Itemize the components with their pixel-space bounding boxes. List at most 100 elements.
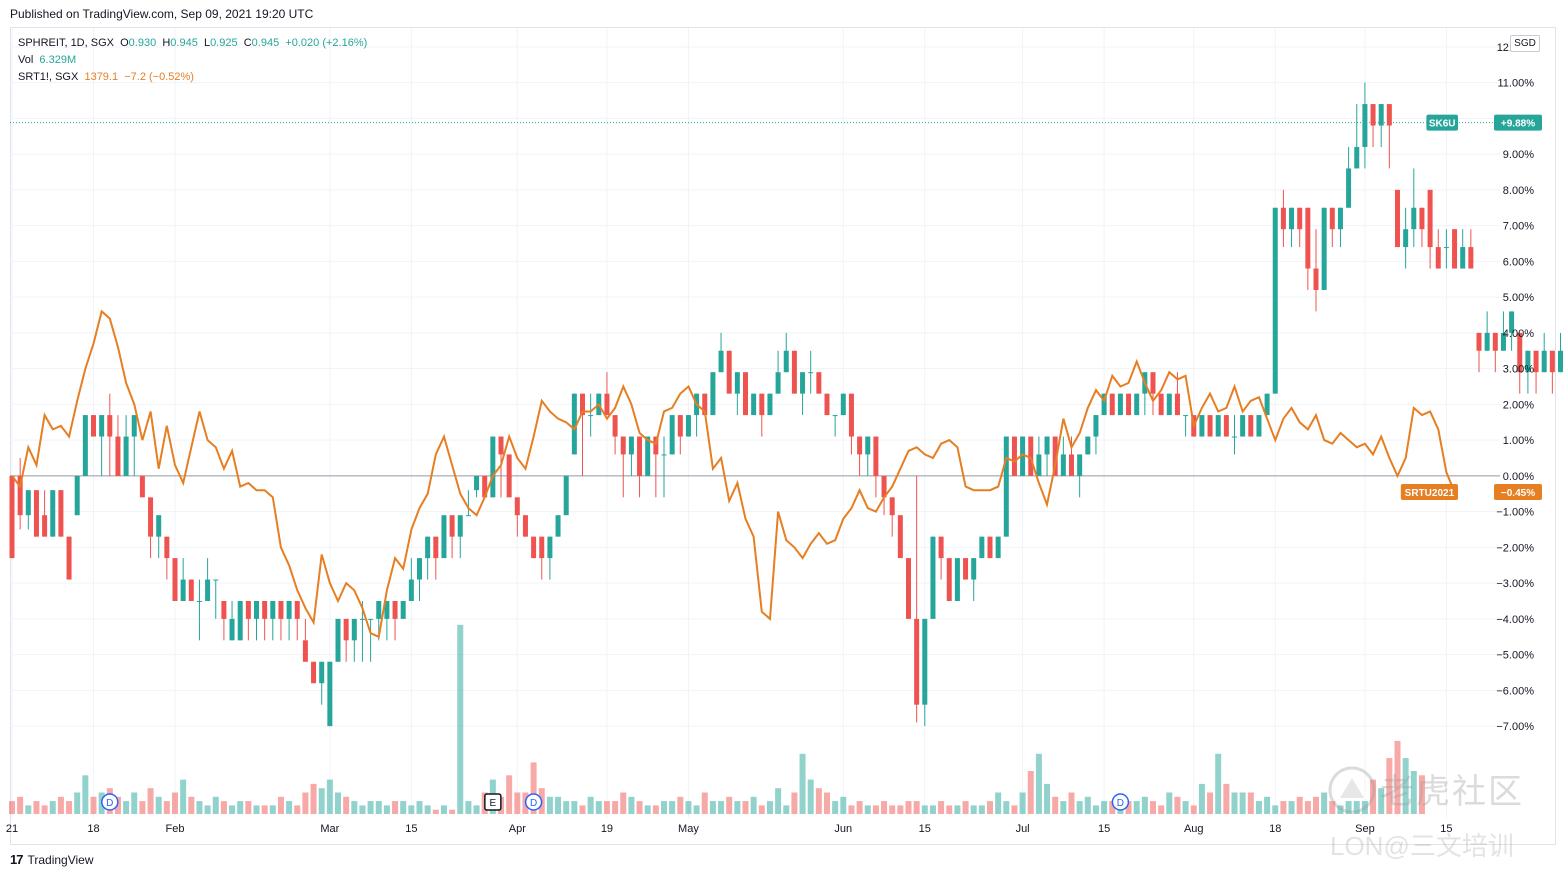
volume-bar [799, 753, 806, 814]
candle-body [74, 475, 80, 516]
volume-bar [1019, 792, 1026, 814]
candle-body [1003, 436, 1009, 537]
candle-body [522, 515, 528, 537]
candle-body [286, 601, 292, 619]
low-label: L [203, 37, 211, 49]
volume-bar [1003, 801, 1010, 814]
candle-body [1452, 229, 1458, 269]
candle-body [718, 350, 724, 373]
volume-bar [995, 792, 1002, 814]
candle-body [1101, 393, 1107, 416]
candle-body [213, 579, 219, 581]
volume-value: 6.329M [39, 54, 77, 66]
volume-bar [1378, 788, 1385, 814]
candle-body [1297, 207, 1303, 230]
y-tick-label: 11.00% [1498, 78, 1535, 90]
volume-bar [579, 805, 586, 814]
volume-bar [929, 805, 936, 814]
y-tick-label: 2.00% [1503, 399, 1534, 411]
candle-body [1427, 189, 1433, 248]
y-tick-label: −7.00% [1496, 721, 1534, 733]
candle-body [1077, 454, 1083, 476]
volume-bar [302, 792, 309, 814]
legend-volume: Vol 6.329M [18, 52, 367, 69]
candle-body [612, 415, 618, 437]
y-tick-label: 6.00% [1503, 256, 1534, 268]
volume-bar [718, 801, 725, 814]
candle-body [563, 475, 569, 516]
candle-body [1215, 415, 1221, 437]
volume-bar [587, 796, 594, 814]
candle-body [359, 618, 365, 620]
candle-body [906, 558, 911, 619]
candle-body [514, 497, 520, 516]
volume-bar [212, 796, 219, 814]
candle-body [954, 558, 960, 601]
candle-body [1541, 350, 1547, 373]
candle-body [408, 579, 414, 601]
candle-body [270, 601, 276, 619]
badge-value-bg [1494, 114, 1542, 131]
volume-bar [351, 801, 358, 814]
candle-body [1460, 247, 1466, 269]
dividend-marker [1111, 793, 1130, 811]
candle-body [1305, 207, 1311, 269]
volume-bar [1223, 783, 1230, 814]
candle-body [637, 436, 643, 476]
candle-body [1354, 146, 1360, 169]
volume-bar [163, 801, 170, 814]
published-note: Published on TradingView.com, Sep 09, 20… [10, 7, 314, 21]
volume-bar [1272, 805, 1279, 814]
candle-body [938, 536, 944, 559]
y-tick-label: 5.00% [1503, 292, 1534, 304]
volume-bar [82, 775, 89, 814]
volume-bar [514, 792, 521, 814]
candle-body [987, 536, 993, 559]
y-tick-label: −3.00% [1496, 578, 1534, 590]
x-tick-label: Aug [1184, 823, 1204, 835]
volume-bar [1035, 753, 1042, 814]
candle-body [465, 515, 471, 517]
candle-body [131, 415, 137, 437]
close-value: 0.945 [251, 37, 280, 49]
candle-body [743, 372, 748, 416]
legend: SPHREIT, 1D, SGX O0.930 H0.945 L0.925 C0… [18, 35, 367, 86]
candle-body [1232, 436, 1237, 438]
candle-body [881, 475, 887, 498]
candle-body [685, 415, 691, 437]
volume-bar [1182, 801, 1189, 814]
candle-body [889, 497, 895, 516]
candle-body [156, 515, 162, 537]
volume-bar [114, 796, 121, 814]
candle-body [1280, 207, 1286, 230]
x-tick-label: Sep [1355, 823, 1375, 835]
volume-bar [1084, 796, 1091, 814]
volume-bar [620, 792, 627, 814]
volume-bar [807, 779, 814, 814]
volume-bar [1345, 801, 1352, 814]
compare-symbol: SRT1!, SGX [18, 71, 79, 83]
volume-bar [921, 805, 928, 814]
volume-label: Vol [18, 54, 34, 66]
badge-label: SRTU2021 [1405, 488, 1455, 499]
candle-body [1337, 207, 1343, 230]
x-tick-label: 21 [6, 823, 18, 835]
volume-bar [139, 801, 146, 814]
currency-button[interactable]: SGD [1510, 35, 1540, 52]
candle-body [653, 436, 659, 455]
candle-body [474, 475, 480, 491]
x-tick-label: Feb [166, 823, 185, 835]
volume-bar [1011, 805, 1018, 814]
candle-body [620, 436, 626, 455]
event-label: E [490, 798, 497, 809]
volume-bar [1060, 801, 1067, 814]
volume-bar [750, 796, 757, 814]
candle-body [767, 393, 773, 416]
volume-bar [440, 805, 447, 814]
candle-body [343, 618, 349, 641]
candle-body [384, 601, 390, 619]
candle-body [971, 558, 977, 580]
candle-body [1011, 436, 1017, 476]
candle-body [1525, 350, 1531, 373]
